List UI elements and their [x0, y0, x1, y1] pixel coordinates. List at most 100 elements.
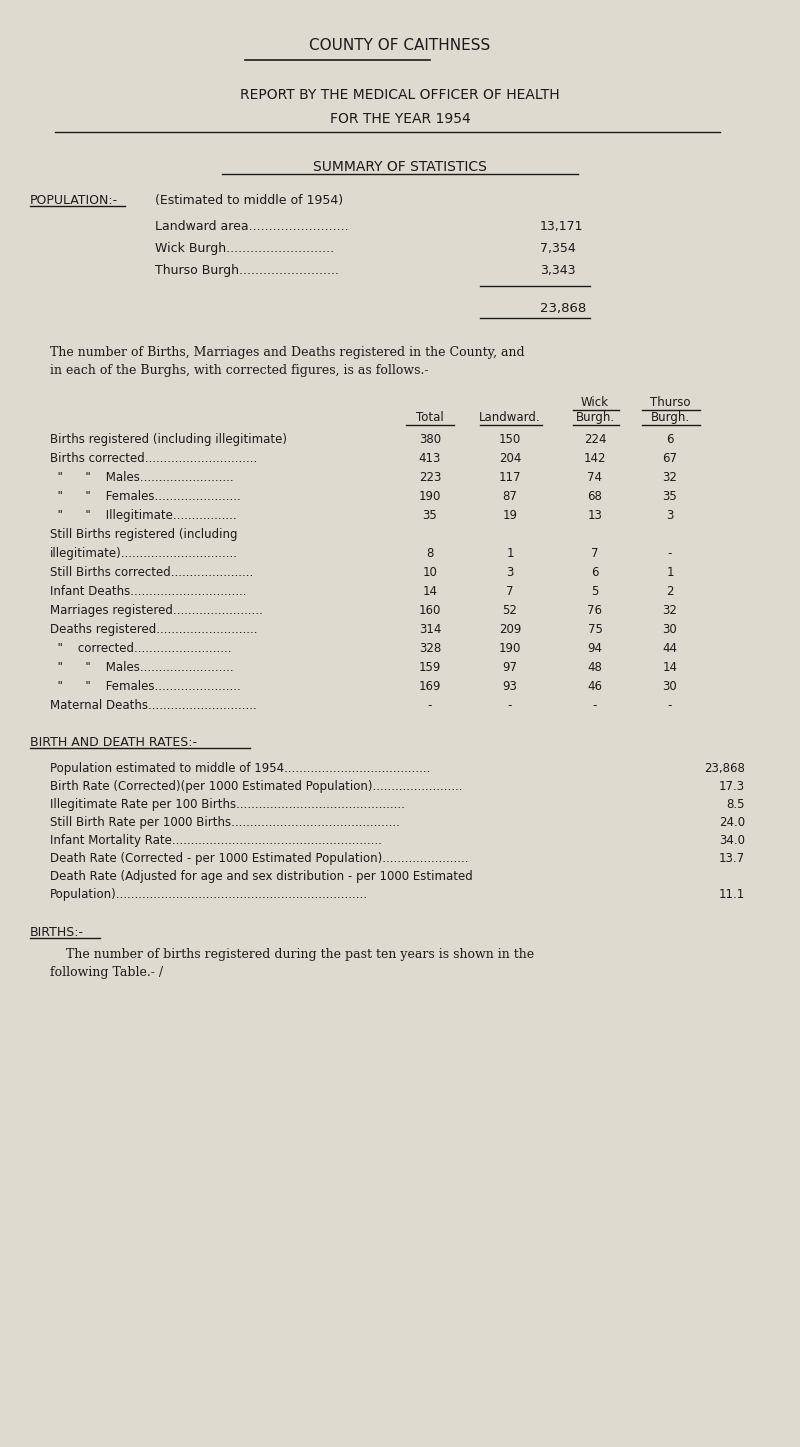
Text: Still Birth Rate per 1000 Births.............................................: Still Birth Rate per 1000 Births........…	[50, 816, 400, 829]
Text: Births registered (including illegitimate): Births registered (including illegitimat…	[50, 433, 287, 446]
Text: "      "    Females.......................: " " Females.......................	[50, 680, 241, 693]
Text: Still Births registered (including: Still Births registered (including	[50, 528, 238, 541]
Text: 3: 3	[666, 509, 674, 522]
Text: 30: 30	[662, 624, 678, 637]
Text: 11.1: 11.1	[718, 888, 745, 901]
Text: 94: 94	[587, 642, 602, 655]
Text: Still Births corrected......................: Still Births corrected..................…	[50, 566, 254, 579]
Text: -: -	[593, 699, 597, 712]
Text: FOR THE YEAR 1954: FOR THE YEAR 1954	[330, 111, 470, 126]
Text: Birth Rate (Corrected)(per 1000 Estimated Population)........................: Birth Rate (Corrected)(per 1000 Estimate…	[50, 780, 462, 793]
Text: Wick: Wick	[581, 396, 609, 410]
Text: 380: 380	[419, 433, 441, 446]
Text: Thurso Burgh.........................: Thurso Burgh.........................	[155, 263, 339, 276]
Text: Landward area.........................: Landward area.........................	[155, 220, 349, 233]
Text: "      "    Illegitimate.................: " " Illegitimate.................	[50, 509, 237, 522]
Text: 35: 35	[422, 509, 438, 522]
Text: 7: 7	[591, 547, 598, 560]
Text: -: -	[508, 699, 512, 712]
Text: 6: 6	[666, 433, 674, 446]
Text: "      "    Males.........................: " " Males.........................	[50, 472, 234, 483]
Text: 17.3: 17.3	[719, 780, 745, 793]
Text: 169: 169	[418, 680, 442, 693]
Text: 5: 5	[591, 585, 598, 598]
Text: 142: 142	[584, 451, 606, 464]
Text: Births corrected..............................: Births corrected........................…	[50, 451, 258, 464]
Text: Deaths registered...........................: Deaths registered.......................…	[50, 624, 258, 637]
Text: "      "    Females.......................: " " Females.......................	[50, 491, 241, 504]
Text: 204: 204	[499, 451, 521, 464]
Text: 150: 150	[499, 433, 521, 446]
Text: Infant Mortality Rate........................................................: Infant Mortality Rate...................…	[50, 833, 382, 846]
Text: 48: 48	[587, 661, 602, 674]
Text: 160: 160	[419, 603, 441, 616]
Text: -: -	[668, 699, 672, 712]
Text: 3: 3	[506, 566, 514, 579]
Text: "    corrected..........................: " corrected..........................	[50, 642, 231, 655]
Text: 32: 32	[662, 603, 678, 616]
Text: BIRTH AND DEATH RATES:-: BIRTH AND DEATH RATES:-	[30, 737, 197, 750]
Text: 159: 159	[419, 661, 441, 674]
Text: Burgh.: Burgh.	[575, 411, 614, 424]
Text: Total: Total	[416, 411, 444, 424]
Text: 8: 8	[426, 547, 434, 560]
Text: 34.0: 34.0	[719, 833, 745, 846]
Text: COUNTY OF CAITHNESS: COUNTY OF CAITHNESS	[310, 38, 490, 54]
Text: 13.7: 13.7	[719, 852, 745, 865]
Text: 413: 413	[419, 451, 441, 464]
Text: POPULATION:-: POPULATION:-	[30, 194, 118, 207]
Text: "      "    Males.........................: " " Males.........................	[50, 661, 234, 674]
Text: Death Rate (Adjusted for age and sex distribution - per 1000 Estimated: Death Rate (Adjusted for age and sex dis…	[50, 870, 473, 883]
Text: 8.5: 8.5	[726, 797, 745, 810]
Text: Thurso: Thurso	[650, 396, 690, 410]
Text: 117: 117	[498, 472, 522, 483]
Text: 97: 97	[502, 661, 518, 674]
Text: 7: 7	[506, 585, 514, 598]
Text: 46: 46	[587, 680, 602, 693]
Text: illegitimate)...............................: illegitimate)...........................…	[50, 547, 238, 560]
Text: 2: 2	[666, 585, 674, 598]
Text: following Table.- /: following Table.- /	[50, 967, 163, 980]
Text: 3,343: 3,343	[540, 263, 575, 276]
Text: (Estimated to middle of 1954): (Estimated to middle of 1954)	[155, 194, 343, 207]
Text: 13: 13	[587, 509, 602, 522]
Text: 7,354: 7,354	[540, 242, 576, 255]
Text: 35: 35	[662, 491, 678, 504]
Text: 52: 52	[502, 603, 518, 616]
Text: -: -	[668, 547, 672, 560]
Text: SUMMARY OF STATISTICS: SUMMARY OF STATISTICS	[313, 161, 487, 174]
Text: 19: 19	[502, 509, 518, 522]
Text: Death Rate (Corrected - per 1000 Estimated Population).......................: Death Rate (Corrected - per 1000 Estimat…	[50, 852, 469, 865]
Text: Infant Deaths...............................: Infant Deaths...........................…	[50, 585, 246, 598]
Text: 74: 74	[587, 472, 602, 483]
Text: 32: 32	[662, 472, 678, 483]
Text: 76: 76	[587, 603, 602, 616]
Text: 30: 30	[662, 680, 678, 693]
Text: 1: 1	[666, 566, 674, 579]
Text: Illegitimate Rate per 100 Births.............................................: Illegitimate Rate per 100 Births........…	[50, 797, 405, 810]
Text: Population)...................................................................: Population).............................…	[50, 888, 368, 901]
Text: 93: 93	[502, 680, 518, 693]
Text: 224: 224	[584, 433, 606, 446]
Text: 23,868: 23,868	[540, 302, 586, 315]
Text: 24.0: 24.0	[719, 816, 745, 829]
Text: 6: 6	[591, 566, 598, 579]
Text: 68: 68	[587, 491, 602, 504]
Text: 14: 14	[422, 585, 438, 598]
Text: 67: 67	[662, 451, 678, 464]
Text: Wick Burgh...........................: Wick Burgh...........................	[155, 242, 334, 255]
Text: Burgh.: Burgh.	[650, 411, 690, 424]
Text: Landward.: Landward.	[479, 411, 541, 424]
Text: 13,171: 13,171	[540, 220, 583, 233]
Text: 75: 75	[587, 624, 602, 637]
Text: 328: 328	[419, 642, 441, 655]
Text: Marriages registered........................: Marriages registered....................…	[50, 603, 263, 616]
Text: Population estimated to middle of 1954.......................................: Population estimated to middle of 1954..…	[50, 763, 430, 776]
Text: 190: 190	[499, 642, 521, 655]
Text: 223: 223	[419, 472, 441, 483]
Text: 10: 10	[422, 566, 438, 579]
Text: 1: 1	[506, 547, 514, 560]
Text: 14: 14	[662, 661, 678, 674]
Text: in each of the Burghs, with corrected figures, is as follows.-: in each of the Burghs, with corrected fi…	[50, 365, 429, 378]
Text: 314: 314	[419, 624, 441, 637]
